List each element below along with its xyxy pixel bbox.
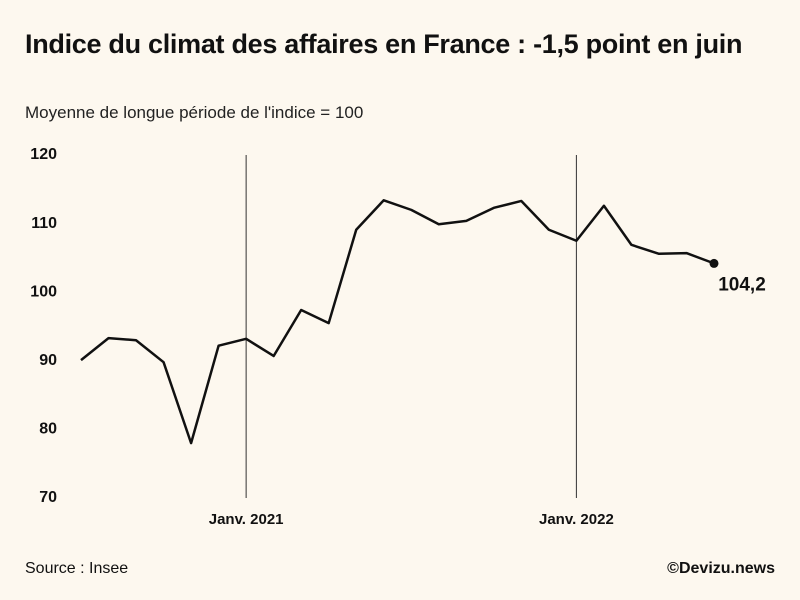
x-tick-label: Janv. 2021 (209, 511, 284, 528)
y-tick-label: 70 (39, 489, 57, 506)
y-tick-label: 80 (39, 421, 57, 438)
x-tick-label: Janv. 2022 (539, 511, 614, 528)
end-point (709, 258, 719, 268)
source: Source : Insee (25, 560, 128, 577)
y-tick-label: 120 (30, 146, 57, 163)
line (80, 199, 715, 445)
y-tick-label: 90 (39, 352, 57, 369)
chart-title: Indice du climat des affaires en France … (25, 29, 743, 59)
credit: ©Devizu.news (667, 560, 775, 577)
y-tick-label: 100 (30, 283, 57, 300)
value-label: 104,2 (718, 274, 766, 295)
y-tick-label: 110 (31, 215, 57, 232)
chart-subtitle: Moyenne de longue période de l'indice = … (25, 103, 364, 122)
